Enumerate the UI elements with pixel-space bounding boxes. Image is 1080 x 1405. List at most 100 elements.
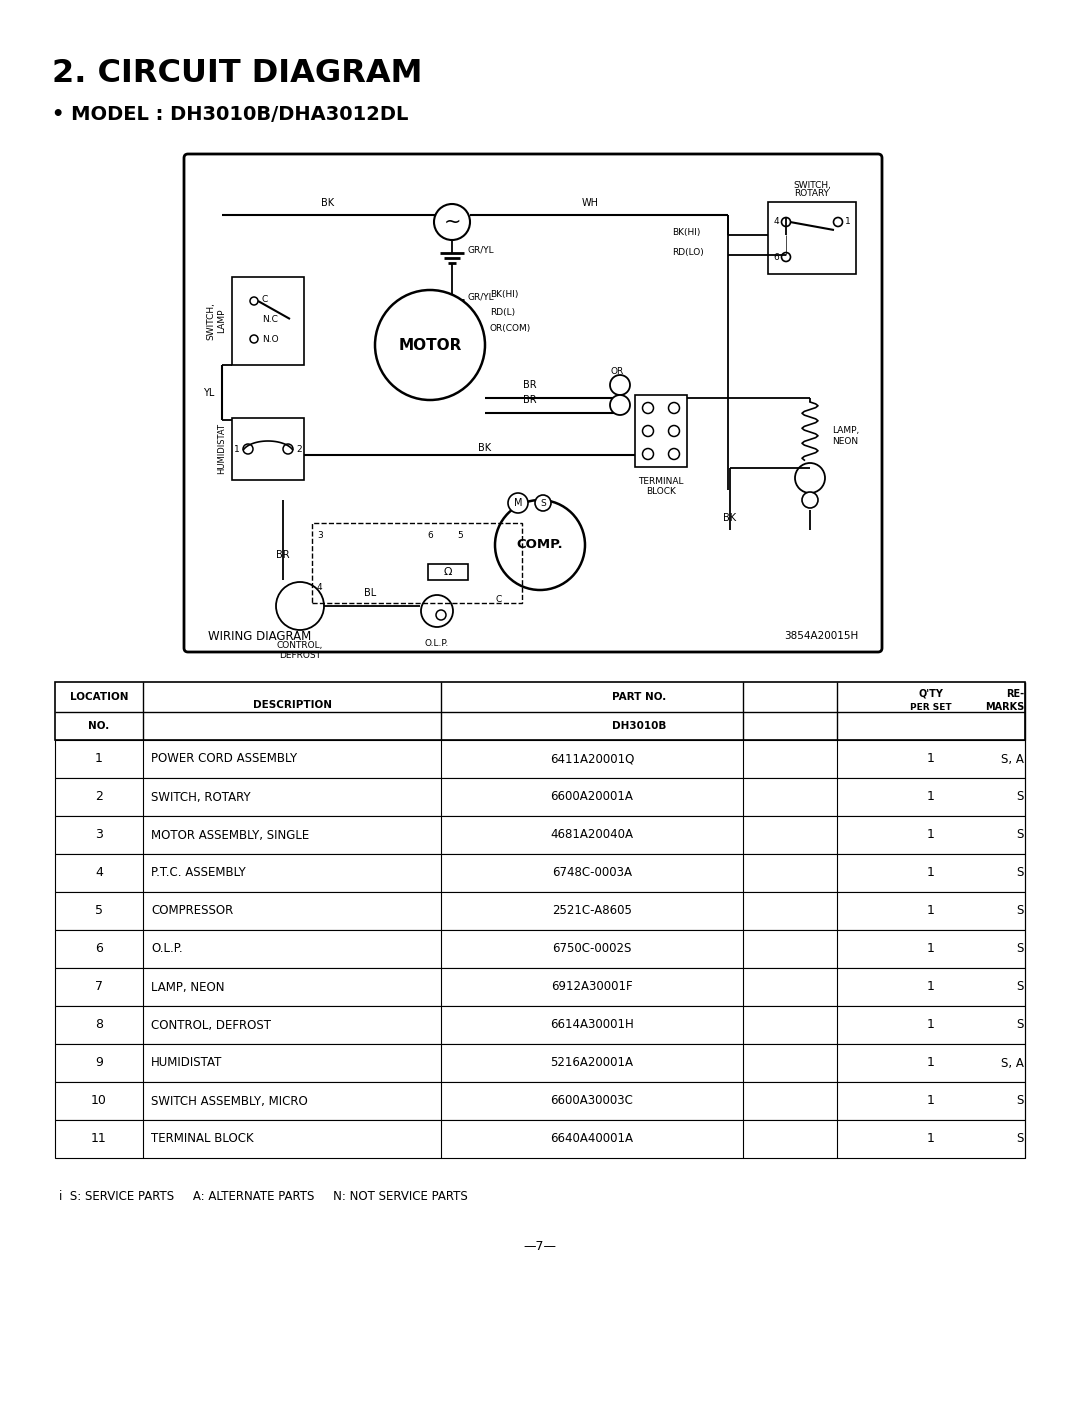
Text: 4681A20040A: 4681A20040A bbox=[551, 829, 634, 842]
Circle shape bbox=[610, 395, 630, 414]
Circle shape bbox=[669, 448, 679, 459]
Text: S: S bbox=[540, 499, 545, 507]
Text: LOCATION: LOCATION bbox=[70, 693, 129, 702]
Text: 2. CIRCUIT DIAGRAM: 2. CIRCUIT DIAGRAM bbox=[52, 58, 422, 89]
Bar bbox=[55, 854, 1025, 892]
Bar bbox=[55, 1044, 1025, 1082]
Circle shape bbox=[643, 402, 653, 413]
Bar bbox=[232, 419, 303, 481]
Text: 10: 10 bbox=[91, 1094, 107, 1107]
Text: 11: 11 bbox=[91, 1132, 107, 1145]
Text: S: S bbox=[1016, 1094, 1024, 1107]
Circle shape bbox=[795, 464, 825, 493]
Text: 1: 1 bbox=[234, 444, 240, 454]
Text: DH3010B: DH3010B bbox=[611, 721, 666, 731]
Text: RE-: RE- bbox=[1005, 688, 1024, 700]
Text: 3854A20015H: 3854A20015H bbox=[784, 631, 858, 641]
Text: BK: BK bbox=[322, 198, 335, 208]
Circle shape bbox=[782, 253, 791, 261]
Text: 6600A20001A: 6600A20001A bbox=[551, 791, 634, 804]
Text: COMP.: COMP. bbox=[516, 538, 564, 552]
Text: • MODEL : DH3010B/DHA3012DL: • MODEL : DH3010B/DHA3012DL bbox=[52, 105, 408, 124]
Circle shape bbox=[243, 444, 253, 454]
Text: 2: 2 bbox=[296, 444, 301, 454]
Bar bbox=[428, 563, 468, 580]
Text: 6640A40001A: 6640A40001A bbox=[551, 1132, 634, 1145]
Circle shape bbox=[669, 426, 679, 437]
Text: 1: 1 bbox=[927, 1094, 935, 1107]
Text: BR: BR bbox=[523, 379, 537, 391]
Text: SWITCH,
LAMP: SWITCH, LAMP bbox=[206, 302, 226, 340]
Text: HUMIDISTAT: HUMIDISTAT bbox=[217, 423, 226, 475]
Bar bbox=[232, 277, 303, 365]
Bar bbox=[55, 1082, 1025, 1120]
Text: 1: 1 bbox=[927, 1132, 935, 1145]
Text: SWITCH, ROTARY: SWITCH, ROTARY bbox=[151, 791, 251, 804]
Text: 4: 4 bbox=[773, 218, 779, 226]
Text: 4: 4 bbox=[95, 867, 103, 880]
Text: 5216A20001A: 5216A20001A bbox=[551, 1057, 634, 1069]
Text: WIRING DIAGRAM: WIRING DIAGRAM bbox=[208, 629, 311, 642]
Circle shape bbox=[249, 296, 258, 305]
Text: YL: YL bbox=[203, 388, 214, 398]
Bar bbox=[312, 523, 522, 603]
Text: O.L.P.: O.L.P. bbox=[151, 943, 183, 955]
Text: OR(COM): OR(COM) bbox=[490, 323, 531, 333]
Text: M: M bbox=[514, 497, 523, 509]
Text: RD(L): RD(L) bbox=[490, 308, 515, 316]
Text: 2521C-A8605: 2521C-A8605 bbox=[552, 905, 632, 917]
Circle shape bbox=[643, 426, 653, 437]
Text: MOTOR: MOTOR bbox=[399, 337, 461, 353]
Text: 6600A30003C: 6600A30003C bbox=[551, 1094, 634, 1107]
Text: S, A: S, A bbox=[1001, 753, 1024, 766]
Text: S: S bbox=[1016, 791, 1024, 804]
Text: 6: 6 bbox=[95, 943, 103, 955]
Text: LAMP,: LAMP, bbox=[832, 426, 860, 434]
Text: TERMINAL BLOCK: TERMINAL BLOCK bbox=[151, 1132, 254, 1145]
Text: BK(HI): BK(HI) bbox=[672, 229, 700, 237]
Text: i  S: SERVICE PARTS     A: ALTERNATE PARTS     N: NOT SERVICE PARTS: i S: SERVICE PARTS A: ALTERNATE PARTS N:… bbox=[59, 1190, 468, 1203]
Text: 5: 5 bbox=[95, 905, 103, 917]
Text: 1: 1 bbox=[927, 791, 935, 804]
Text: S, A: S, A bbox=[1001, 1057, 1024, 1069]
Text: NEON: NEON bbox=[832, 437, 859, 447]
Text: 1: 1 bbox=[927, 1019, 935, 1031]
Text: 1: 1 bbox=[845, 218, 851, 226]
Text: DEFROST: DEFROST bbox=[279, 651, 321, 660]
Text: PART NO.: PART NO. bbox=[612, 693, 666, 702]
Bar bbox=[55, 892, 1025, 930]
Text: BLOCK: BLOCK bbox=[646, 488, 676, 496]
Circle shape bbox=[249, 334, 258, 343]
Text: S: S bbox=[1016, 1132, 1024, 1145]
Text: LAMP, NEON: LAMP, NEON bbox=[151, 981, 225, 993]
Text: TERMINAL: TERMINAL bbox=[638, 478, 684, 486]
Text: 6748C-0003A: 6748C-0003A bbox=[552, 867, 632, 880]
Bar bbox=[55, 778, 1025, 816]
Text: 1: 1 bbox=[927, 943, 935, 955]
Text: 1: 1 bbox=[927, 867, 935, 880]
Text: ROTARY: ROTARY bbox=[795, 190, 829, 198]
Circle shape bbox=[802, 492, 818, 509]
Text: SWITCH,: SWITCH, bbox=[793, 181, 831, 190]
Text: CONTROL,: CONTROL, bbox=[276, 641, 323, 651]
Text: S: S bbox=[1016, 905, 1024, 917]
Circle shape bbox=[669, 402, 679, 413]
Text: O.L.P.: O.L.P. bbox=[424, 639, 449, 648]
Circle shape bbox=[283, 444, 293, 454]
Text: GR/YL: GR/YL bbox=[468, 292, 495, 302]
Text: 4: 4 bbox=[318, 583, 323, 592]
Text: MARKS: MARKS bbox=[985, 702, 1024, 712]
Text: Ω: Ω bbox=[444, 568, 453, 577]
Text: 1: 1 bbox=[95, 753, 103, 766]
Text: P.T.C. ASSEMBLY: P.T.C. ASSEMBLY bbox=[151, 867, 246, 880]
Text: MOTOR ASSEMBLY, SINGLE: MOTOR ASSEMBLY, SINGLE bbox=[151, 829, 309, 842]
Bar bbox=[55, 968, 1025, 1006]
Bar bbox=[55, 1120, 1025, 1158]
Text: 9: 9 bbox=[95, 1057, 103, 1069]
Bar bbox=[635, 395, 687, 466]
Circle shape bbox=[834, 218, 842, 226]
Circle shape bbox=[434, 204, 470, 240]
Text: NO.: NO. bbox=[89, 721, 110, 731]
Circle shape bbox=[495, 500, 585, 590]
Text: POWER CORD ASSEMBLY: POWER CORD ASSEMBLY bbox=[151, 753, 297, 766]
